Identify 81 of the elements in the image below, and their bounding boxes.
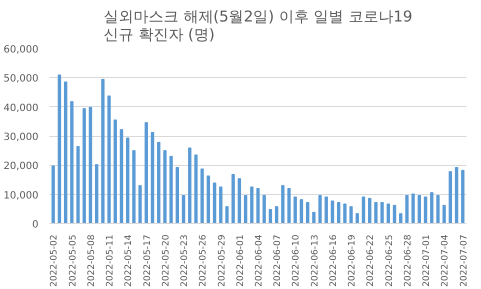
bar <box>250 186 254 224</box>
bar <box>405 195 409 224</box>
bar <box>356 213 359 224</box>
bar <box>232 174 235 224</box>
bar <box>94 164 98 224</box>
bar <box>386 203 390 224</box>
x-tick-label: 2022-06-10 <box>292 234 302 287</box>
y-tick-label: 20,000 <box>4 161 39 172</box>
bar <box>101 78 105 224</box>
bar <box>430 192 434 224</box>
x-tick-label: 2022-06-22 <box>366 234 376 287</box>
bar <box>380 202 384 224</box>
bar <box>442 204 446 224</box>
bar <box>306 202 310 224</box>
x-tick-label: 2022-07-04 <box>440 234 451 287</box>
bar <box>188 147 192 224</box>
x-tick-label: 2022-06-16 <box>328 234 339 287</box>
bar <box>294 196 297 224</box>
bar <box>454 167 458 224</box>
bar <box>312 212 316 224</box>
x-tick-label: 2022-05-29 <box>217 234 228 287</box>
bar <box>448 171 452 224</box>
bar <box>169 156 173 224</box>
bar <box>349 206 353 224</box>
x-tick-label: 2022-06-01 <box>236 234 246 287</box>
x-tick-label: 2022-05-05 <box>68 234 78 287</box>
bar <box>238 178 242 224</box>
bar <box>176 167 180 224</box>
bar <box>126 138 130 224</box>
chart-title: 실외마스크 해제(5월2일) 이후 일별 코로나19 신규 확진자 (명) <box>104 8 412 44</box>
bar <box>206 175 210 224</box>
bar <box>411 194 415 224</box>
x-tick-label: 2022-05-23 <box>180 234 190 287</box>
bar <box>374 202 378 224</box>
bar <box>52 166 55 224</box>
bar <box>163 150 167 224</box>
bar <box>82 108 86 224</box>
x-tick-label: 2022-05-20 <box>161 234 172 287</box>
bar <box>144 122 148 224</box>
bar <box>70 101 74 224</box>
x-tick-label: 2022-06-07 <box>273 234 284 287</box>
x-tick-label: 2022-07-07 <box>459 234 470 287</box>
y-tick-label: 40,000 <box>4 102 39 114</box>
bar <box>200 168 204 224</box>
x-tick-label: 2022-05-14 <box>124 234 134 287</box>
bar <box>324 196 328 224</box>
y-tick-label: 0 <box>32 220 39 230</box>
bar <box>268 209 272 224</box>
bar <box>132 150 136 224</box>
y-tick-label: 60,000 <box>4 44 39 56</box>
x-tick-label: 2022-05-26 <box>198 234 209 287</box>
x-tick-label: 2022-06-13 <box>310 234 320 287</box>
x-tick-label: 2022-06-04 <box>254 234 264 287</box>
x-tick-label: 2022-05-17 <box>142 234 153 287</box>
bar <box>262 195 266 224</box>
bar <box>368 198 372 224</box>
bar <box>219 186 222 224</box>
bar <box>281 185 284 224</box>
y-tick-label: 10,000 <box>4 190 39 202</box>
bar <box>138 185 142 224</box>
x-tick-label: 2022-06-19 <box>348 234 358 287</box>
bar <box>343 203 347 224</box>
bar <box>64 82 68 224</box>
x-tick-label: 2022-05-08 <box>86 234 97 287</box>
x-tick-label: 2022-07-01 <box>422 234 432 287</box>
bar <box>336 202 340 224</box>
bar <box>399 213 402 224</box>
bar <box>157 142 160 224</box>
x-tick-label: 2022-06-25 <box>384 234 395 287</box>
y-tick-label: 50,000 <box>4 74 39 85</box>
bar <box>274 206 278 224</box>
bar <box>418 195 422 224</box>
x-tick-label: 2022-05-11 <box>106 234 116 287</box>
bar <box>58 74 62 224</box>
bar <box>107 96 111 224</box>
y-tick-label: 30,000 <box>4 132 39 143</box>
x-tick-label: 2022-06-28 <box>403 234 414 287</box>
bar <box>114 119 117 224</box>
bar <box>461 170 464 224</box>
bar <box>244 195 248 224</box>
x-tick-label: 2022-05-02 <box>50 234 60 287</box>
